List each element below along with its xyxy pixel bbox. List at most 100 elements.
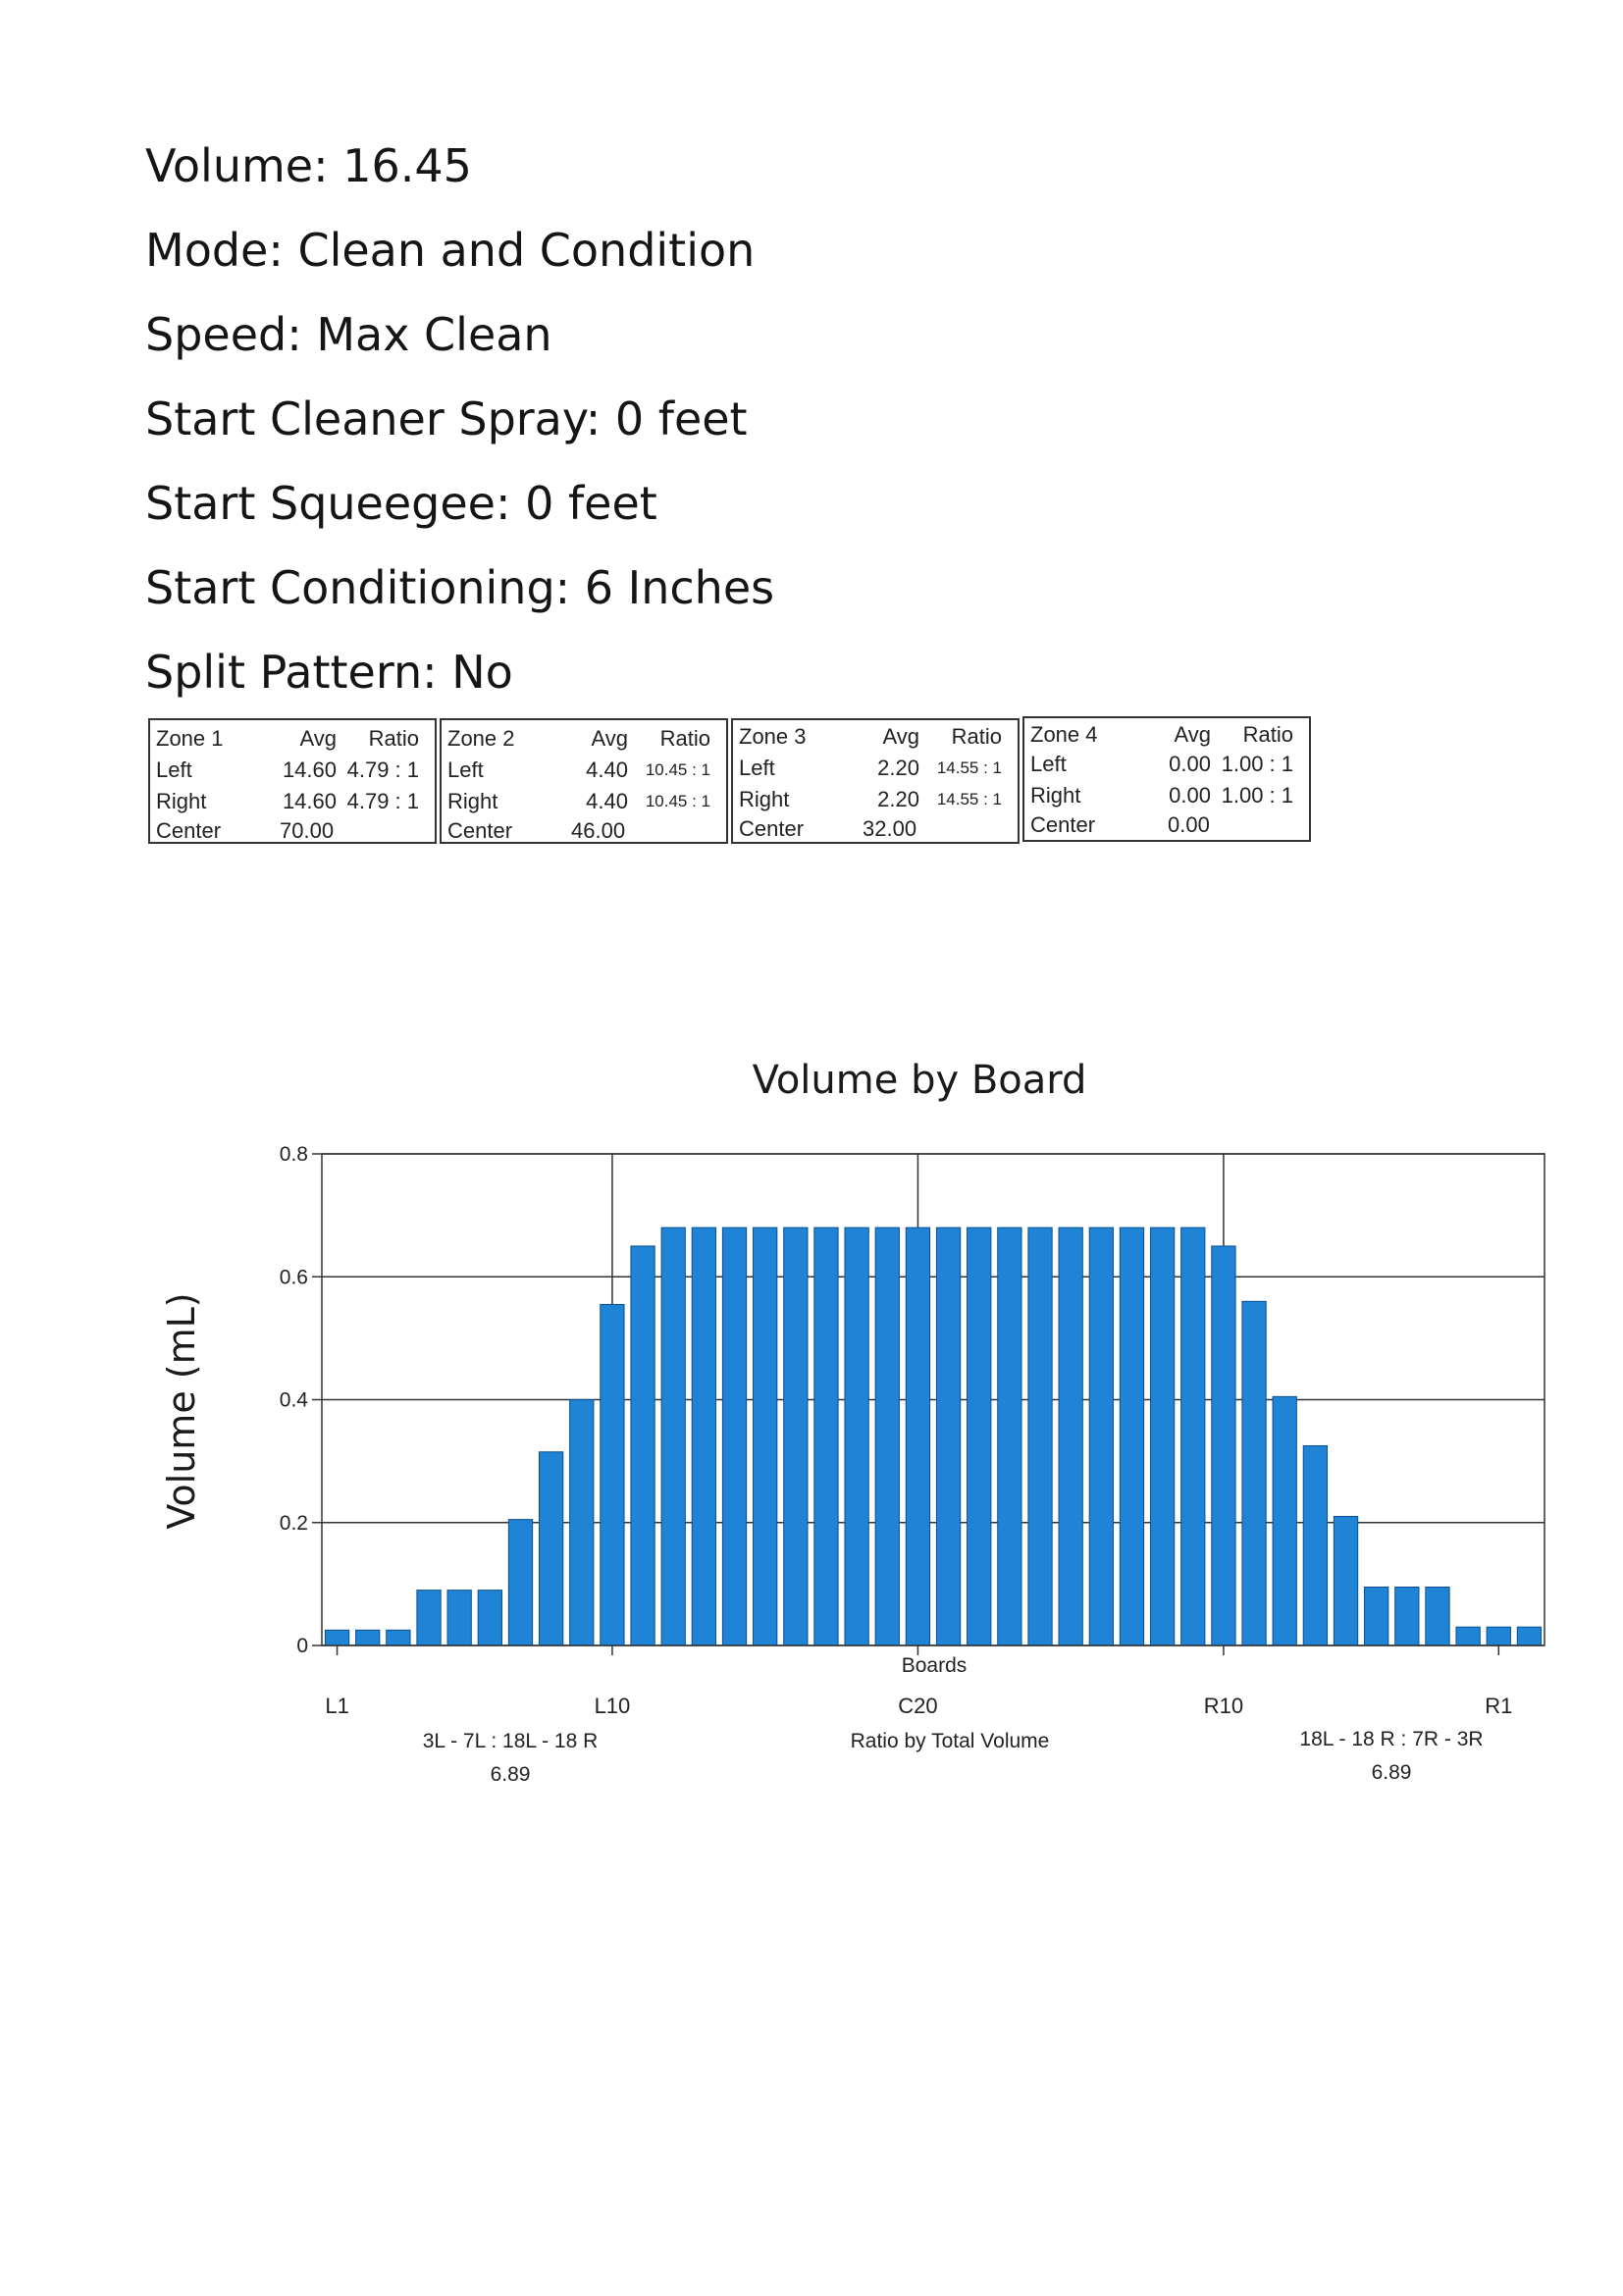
bar xyxy=(1333,1515,1359,1646)
y-tick-label: 0.2 xyxy=(280,1512,308,1535)
bar xyxy=(446,1590,472,1646)
center-ratio-label: Ratio by Total Volume xyxy=(850,1730,1050,1752)
y-tick-label: 0.6 xyxy=(280,1266,308,1288)
bar xyxy=(813,1226,839,1646)
bar xyxy=(1180,1226,1206,1646)
right-avg: 4.40 xyxy=(586,789,628,813)
bar xyxy=(1394,1587,1420,1646)
ratio-header: Ratio xyxy=(659,726,710,751)
right-ratio: 4.79 : 1 xyxy=(346,789,419,813)
right-avg: 14.60 xyxy=(282,789,337,813)
bar xyxy=(569,1399,595,1646)
zone-2-table: Zone 2 Avg Ratio Left 4.40 10.45 : 1 Right 4.… xyxy=(440,718,728,844)
right-ratio-block: 18L - 18 R : 7R - 3R 6.89 xyxy=(1244,1723,1539,1790)
bar xyxy=(630,1245,655,1646)
center-ratio-block: Ratio by Total Volume xyxy=(803,1725,1097,1758)
right-label: Right xyxy=(447,789,498,813)
center-label: Center xyxy=(447,818,513,843)
zone-name: Zone 2 xyxy=(447,726,515,751)
left-ratio-value: 6.89 xyxy=(490,1763,531,1786)
left-label: Left xyxy=(447,757,484,782)
squeegee-setting: Start Squeegee: 0 feet xyxy=(145,477,657,530)
left-ratio: 14.55 : 1 xyxy=(936,758,1002,777)
zone-name: Zone 3 xyxy=(739,724,807,749)
bar xyxy=(507,1519,534,1646)
bar xyxy=(967,1226,992,1646)
y-tick-label: 0 xyxy=(296,1635,308,1657)
plot-frame xyxy=(321,1153,1545,1646)
zone-3-table: Zone 3 Avg Ratio Left 2.20 14.55 : 1 Right 2.… xyxy=(731,718,1020,844)
zone-name: Zone 4 xyxy=(1030,722,1098,747)
bar xyxy=(1241,1300,1267,1646)
avg-header: Avg xyxy=(591,726,628,751)
split-pattern-setting: Split Pattern: No xyxy=(145,646,513,699)
left-avg: 4.40 xyxy=(586,757,628,782)
cleaner-spray-setting: Start Cleaner Spray: 0 feet xyxy=(145,392,748,445)
ratio-header: Ratio xyxy=(951,724,1002,749)
conditioning-setting: Start Conditioning: 6 Inches xyxy=(145,561,775,614)
y-tick-label: 0.8 xyxy=(280,1143,308,1166)
bar xyxy=(1211,1245,1236,1646)
left-label: Left xyxy=(1030,752,1067,776)
right-avg: 0.00 xyxy=(1169,783,1211,808)
left-ratio: 10.45 : 1 xyxy=(645,760,710,779)
bar xyxy=(874,1226,900,1646)
x-axis-label: Boards xyxy=(902,1654,968,1677)
right-label: Right xyxy=(156,789,207,813)
y-tick-label: 0.4 xyxy=(280,1389,309,1412)
bar xyxy=(1516,1626,1543,1646)
bar xyxy=(1425,1587,1450,1646)
bar xyxy=(1088,1226,1114,1646)
bar xyxy=(324,1629,350,1646)
center-avg: 70.00 xyxy=(280,818,335,843)
right-ratio-value: 6.89 xyxy=(1371,1761,1412,1784)
volume-setting: Volume: 16.45 xyxy=(145,139,472,192)
right-ratio: 10.45 : 1 xyxy=(645,792,710,810)
settings-list: Volume: 16.45 Mode: Clean and Condition … xyxy=(145,132,774,723)
speed-setting: Speed: Max Clean xyxy=(145,308,552,361)
zone-4-table: Zone 4 Avg Ratio Left 0.00 1.00 : 1 Right 0.0… xyxy=(1022,716,1311,842)
bar xyxy=(1272,1395,1297,1646)
bar xyxy=(416,1590,442,1646)
center-label: Center xyxy=(1030,812,1096,837)
left-label: Left xyxy=(156,757,192,782)
chart-title: Volume by Board xyxy=(752,1058,1087,1103)
avg-header: Avg xyxy=(882,724,919,749)
mode-setting: Mode: Clean and Condition xyxy=(145,224,756,277)
bar xyxy=(1455,1626,1481,1646)
left-ratio: 4.79 : 1 xyxy=(346,757,419,782)
x-tick-label: C20 xyxy=(898,1694,937,1718)
left-avg: 14.60 xyxy=(282,757,337,782)
right-ratio: 1.00 : 1 xyxy=(1221,783,1293,808)
right-ratio-label: 18L - 18 R : 7R - 3R xyxy=(1299,1728,1484,1750)
x-tick-label: L10 xyxy=(595,1694,631,1718)
center-avg: 32.00 xyxy=(863,816,917,841)
bar xyxy=(660,1226,686,1646)
bar xyxy=(721,1226,748,1646)
center-avg: 46.00 xyxy=(571,818,626,843)
bar xyxy=(844,1226,869,1646)
left-avg: 0.00 xyxy=(1169,752,1211,776)
ratio-header: Ratio xyxy=(1242,722,1293,747)
bar xyxy=(477,1590,502,1646)
avg-header: Avg xyxy=(1174,722,1211,747)
left-ratio-block: 3L - 7L : 18L - 18 R 6.89 xyxy=(363,1725,657,1792)
x-tick-label: R10 xyxy=(1204,1694,1243,1718)
center-label: Center xyxy=(156,818,222,843)
left-label: Left xyxy=(739,756,775,780)
bar xyxy=(355,1629,381,1646)
bar xyxy=(997,1226,1022,1646)
bar xyxy=(600,1303,625,1646)
zone-name: Zone 1 xyxy=(156,726,224,751)
center-label: Center xyxy=(739,816,805,841)
avg-header: Avg xyxy=(299,726,337,751)
bar xyxy=(753,1226,778,1646)
bar xyxy=(1027,1226,1053,1646)
bar xyxy=(1119,1226,1145,1646)
right-avg: 2.20 xyxy=(877,787,919,811)
ratio-header: Ratio xyxy=(368,726,419,751)
bar xyxy=(1364,1587,1389,1646)
bar xyxy=(1058,1226,1083,1646)
left-ratio-label: 3L - 7L : 18L - 18 R xyxy=(422,1730,599,1752)
